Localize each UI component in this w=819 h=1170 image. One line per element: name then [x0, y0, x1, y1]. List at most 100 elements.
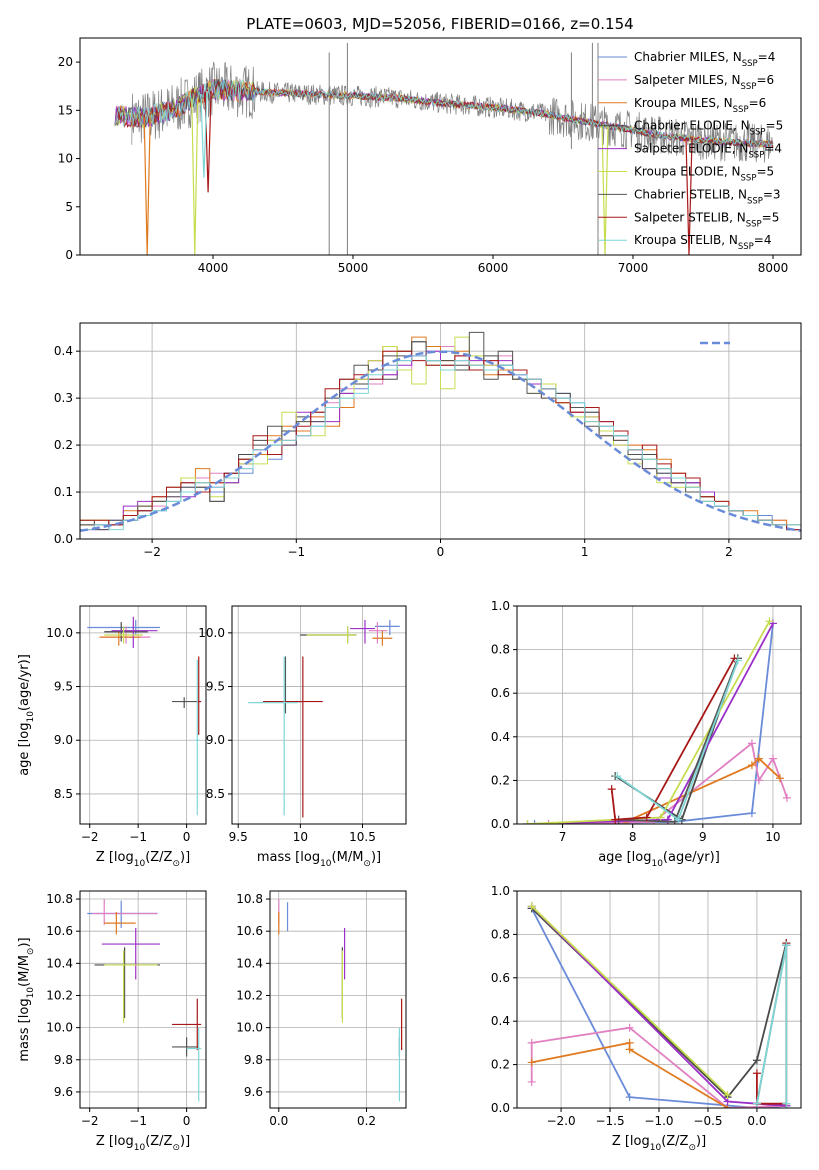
legend-entry-prefix: Chabrier MILES, N: [634, 50, 742, 64]
mass-weight-marker: [625, 1045, 634, 1054]
legend-entry-prefix: Salpeter ELODIE, N: [634, 142, 748, 156]
x-tick-label: 4000: [198, 261, 229, 275]
y-axis-label-part: 10: [26, 987, 36, 999]
y-tick-label: 9.6: [244, 1085, 263, 1099]
absorption-dip: [200, 92, 208, 178]
y-tick-label: 10.8: [236, 892, 263, 906]
x-axis-label-part: Z [log: [96, 1134, 134, 1149]
x-tick-label: 0.0: [269, 1114, 288, 1128]
mass-weight-marker: [723, 1090, 732, 1099]
x-axis-label-part: (Z/Z: [661, 1134, 688, 1149]
mass-weight-marker: [527, 1038, 536, 1047]
y-tick-label: 10.4: [46, 956, 73, 970]
legend-entry: Kroupa ELODIE, NSSP=5: [634, 165, 774, 184]
x-axis-label-part: (Z/Z: [145, 850, 172, 865]
panel-age-vs-Z: −2 −1 08.59.09.510.0Z [log10(Z/Z⊙)]age [lo…: [17, 605, 207, 869]
legend-entry-sub: SSP: [742, 59, 758, 69]
legend-entry: Salpeter ELODIE, NSSP=4: [634, 142, 782, 161]
x-tick-label: 2: [725, 545, 733, 559]
y-tick-label: 0.3: [54, 391, 73, 405]
mass-weight-marker: [642, 813, 651, 822]
y-tick-label: 0.6: [491, 971, 510, 985]
y-tick-label: 9.8: [54, 1053, 73, 1067]
y-tick-label: 0.2: [491, 773, 510, 787]
x-tick-label: 0.2: [357, 1114, 376, 1128]
y-tick-label: 0.0: [54, 532, 73, 546]
mass-weight-marker: [544, 820, 553, 824]
plot-area: [278, 899, 403, 1102]
mass-weight-marker: [754, 754, 763, 763]
mass-weight-marker: [747, 761, 756, 770]
legend-entry-suffix: =5: [756, 165, 774, 179]
mass-weight-marker: [747, 809, 756, 818]
y-tick-label: 9.5: [54, 680, 73, 694]
legend-entry-sub: SSP: [750, 128, 766, 138]
x-axis-label-part: ⊙: [172, 1143, 180, 1153]
x-axis-label-part: )]: [371, 850, 381, 865]
y-tick-label: 0.2: [54, 438, 73, 452]
axes-frame: 4000 5000 6000 7000 8000 0 5 10 15 20 Chabrier MIL…: [58, 37, 802, 275]
y-axis-label-part: ⊙: [26, 948, 36, 956]
mass-weight-marker: [754, 776, 763, 785]
y-axis-label-part: )]: [17, 937, 32, 947]
y-axis-label: age [log10(age/yr)]: [17, 654, 36, 776]
x-axis-label: age [log10(age/yr)]: [598, 850, 720, 869]
y-tick-label: 10.8: [46, 892, 73, 906]
axes-border: [231, 605, 407, 825]
mass-weight-line: [610, 657, 736, 821]
y-axis-label-part: 10: [26, 711, 36, 723]
x-axis-label-part: Z [log: [612, 1134, 650, 1149]
y-tick-label: 10.0: [46, 626, 73, 640]
x-axis-label: Z [log10(Z/Z⊙)]: [96, 850, 190, 869]
mass-weight-line: [756, 945, 788, 1104]
mass-weight-marker: [782, 1099, 791, 1108]
x-tick-label: −1: [129, 830, 147, 844]
mass-weight-marker: [527, 1058, 536, 1067]
y-tick-label: 0.4: [54, 344, 73, 358]
x-tick-label: 10.5: [349, 830, 376, 844]
x-tick-label: −1: [287, 545, 305, 559]
x-tick-label: −1.5: [595, 1114, 624, 1128]
y-axis-label-part: age [log: [17, 723, 32, 776]
x-axis-label-part: age [log: [598, 850, 651, 865]
mass-weight-line: [614, 658, 739, 821]
plot-area: [523, 617, 791, 824]
x-axis-label-part: 10: [650, 1143, 662, 1153]
legend-entry-prefix: Salpeter STELIB, N: [634, 210, 746, 224]
plot-area: [527, 902, 791, 1108]
y-tick-label: 0.0: [491, 817, 510, 831]
mass-weight-line: [531, 905, 729, 1096]
y-tick-label: 10.0: [198, 626, 225, 640]
y-tick-label: 9.0: [54, 733, 73, 747]
panel-massweight-vs-Z: −2.0 −1.5 −1.0 −0.5 0.0 0.0 0.2 0.4 0.6 0.8 1.0 Z […: [491, 884, 802, 1153]
x-tick-label: 7000: [618, 261, 649, 275]
y-tick-label: 20: [58, 55, 73, 69]
legend-entry-sub: SSP: [741, 174, 757, 184]
legend-entry-prefix: Kroupa ELODIE, N: [634, 165, 741, 179]
y-tick-label: 0.8: [491, 643, 510, 657]
y-tick-label: 9.8: [244, 1053, 263, 1067]
y-axis-label-part: (M/M: [17, 955, 32, 987]
x-axis-label-part: ⊙: [172, 859, 180, 869]
mass-weight-line: [527, 622, 774, 824]
y-axis-label-part: mass [log: [17, 998, 32, 1061]
y-tick-label: 0.2: [491, 1058, 510, 1072]
axes-frame: −2 −1 0 1 2 0.0 0.1 0.2 0.3 0.4: [54, 322, 802, 559]
plot-area: [87, 616, 202, 816]
axes-frame: 0.0 0.2 9.6 9.8 10.0 10.2 10.4 10.6 10.8: [236, 890, 407, 1128]
mass-weight-marker: [613, 772, 622, 781]
x-axis-label-part: Z [log: [96, 850, 134, 865]
x-axis-label-part: (age/yr)]: [663, 850, 720, 865]
legend-entry: Salpeter STELIB, NSSP=5: [634, 210, 779, 229]
mass-weight-marker: [625, 1093, 634, 1102]
mass-weight-marker: [607, 785, 616, 794]
mass-weight-line: [531, 905, 787, 1107]
y-tick-label: 0: [65, 248, 73, 262]
mass-weight-marker: [752, 1056, 761, 1065]
x-axis-label-part: (M/M: [332, 850, 364, 865]
x-tick-label: −2: [81, 1114, 99, 1128]
y-tick-label: 10.2: [46, 988, 73, 1002]
